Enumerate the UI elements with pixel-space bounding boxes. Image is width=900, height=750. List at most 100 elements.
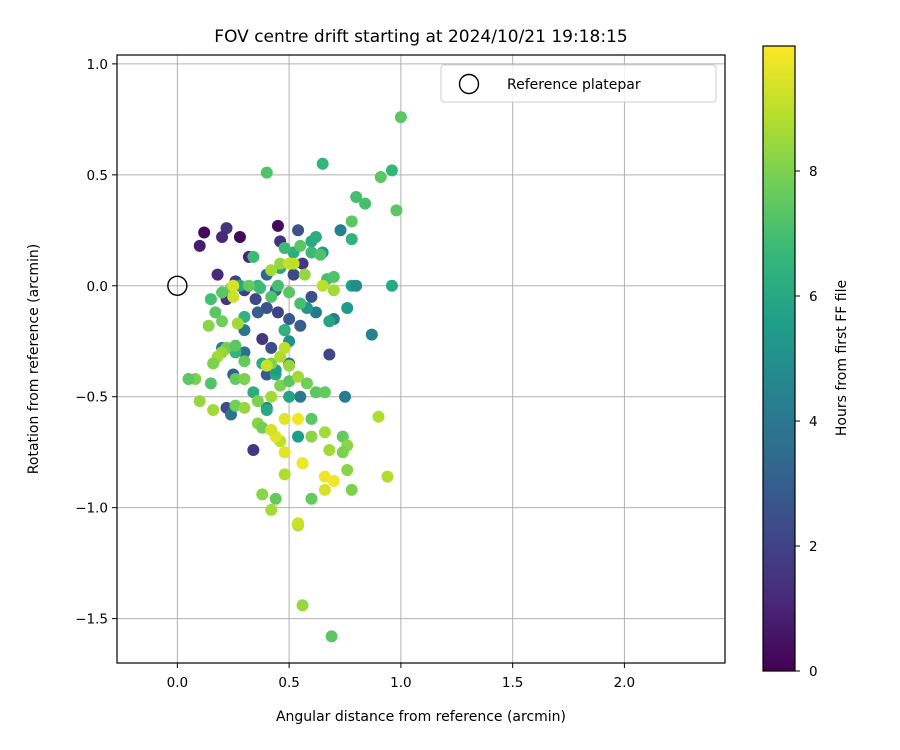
data-point [341, 301, 354, 314]
data-point [296, 599, 309, 612]
data-point [327, 270, 340, 283]
data-point [365, 328, 378, 341]
data-point [247, 386, 260, 399]
data-point [283, 390, 296, 403]
data-point [274, 379, 287, 392]
plot-frame [116, 54, 726, 664]
data-point [341, 463, 354, 476]
data-point [198, 226, 211, 239]
data-point [316, 279, 329, 292]
data-point [216, 230, 229, 243]
data-point [385, 279, 398, 292]
data-point [211, 268, 224, 281]
y-axis-ticks: 1.0 0.5 0.0 −0.5 −1.0 −1.5 [75, 57, 117, 628]
data-point [247, 250, 260, 263]
data-point [265, 264, 278, 277]
data-point [204, 293, 217, 306]
data-point [345, 215, 358, 228]
data-point [334, 224, 347, 237]
legend-entry-reference-platepar: Reference platepar [507, 77, 641, 93]
colorbar-frame [762, 45, 796, 672]
data-point [278, 324, 291, 337]
data-point [231, 317, 244, 330]
y-tick-label: −0.5 [75, 390, 108, 406]
data-point [207, 357, 220, 370]
data-point [287, 268, 300, 281]
data-point [265, 341, 278, 354]
data-point [305, 492, 318, 505]
data-point [265, 503, 278, 516]
x-tick-label: 1.5 [502, 675, 523, 691]
x-tick-label: 0.5 [278, 675, 299, 691]
data-point [278, 468, 291, 481]
y-axis-label: Rotation from reference (arcmin) [26, 244, 42, 474]
x-tick-label: 1.0 [390, 675, 411, 691]
data-point [345, 233, 358, 246]
data-point [283, 286, 296, 299]
data-point [260, 301, 273, 314]
legend-reference-marker [458, 73, 480, 95]
data-point [271, 219, 284, 232]
colorbar-tick-label: 0 [809, 664, 818, 680]
data-point [265, 424, 278, 437]
data-point [390, 204, 403, 217]
data-point [265, 390, 278, 403]
data-point [238, 372, 251, 385]
data-point [336, 446, 349, 459]
reference-platepar-marker [167, 275, 188, 296]
data-point [305, 430, 318, 443]
data-point [260, 404, 273, 417]
data-point [394, 111, 407, 124]
colorbar-tick-label: 8 [809, 164, 818, 180]
data-point [292, 517, 305, 530]
colorbar-tick-label: 4 [809, 414, 818, 430]
data-point [238, 346, 251, 359]
legend: Reference platepar [440, 64, 717, 103]
data-point [325, 630, 338, 643]
data-point [278, 341, 291, 354]
data-point [292, 430, 305, 443]
data-point [220, 222, 233, 235]
data-point [229, 372, 242, 385]
y-tick-label: 0.0 [87, 279, 108, 295]
data-point [227, 290, 240, 303]
data-point [305, 290, 318, 303]
data-point [256, 333, 269, 346]
data-point [323, 443, 336, 456]
grid [117, 55, 725, 663]
colorbar-ticks: 0 2 4 6 8 [795, 164, 818, 680]
data-point [359, 197, 372, 210]
data-point [233, 230, 246, 243]
colorbar-fill [763, 46, 795, 671]
data-point [271, 306, 284, 319]
data-point [278, 446, 291, 459]
chart-title: FOV centre drift starting at 2024/10/21 … [214, 27, 627, 47]
colorbar: 0 2 4 6 8 Hours from first FF file [762, 45, 850, 680]
data-point [238, 401, 251, 414]
data-point [249, 293, 262, 306]
data-point [204, 377, 217, 390]
data-point [274, 350, 287, 363]
data-point [193, 239, 206, 252]
data-point [216, 315, 229, 328]
data-point [260, 368, 273, 381]
x-axis-ticks: 0.0 0.5 1.0 1.5 2.0 [167, 663, 635, 691]
colorbar-tick-label: 2 [809, 539, 818, 555]
colorbar-tick-label: 6 [809, 289, 818, 305]
data-point [265, 290, 278, 303]
data-point [309, 230, 322, 243]
data-point [372, 410, 385, 423]
y-tick-label: −1.0 [75, 501, 108, 517]
data-point [318, 426, 331, 439]
data-point [381, 470, 394, 483]
x-tick-label: 0.0 [167, 675, 188, 691]
colorbar-label: Hours from first FF file [834, 280, 850, 436]
data-point [327, 475, 340, 488]
data-point [182, 372, 195, 385]
data-point [314, 248, 327, 261]
data-point [318, 470, 331, 483]
legend-box [440, 64, 717, 103]
data-point [292, 370, 305, 383]
data-point [318, 483, 331, 496]
